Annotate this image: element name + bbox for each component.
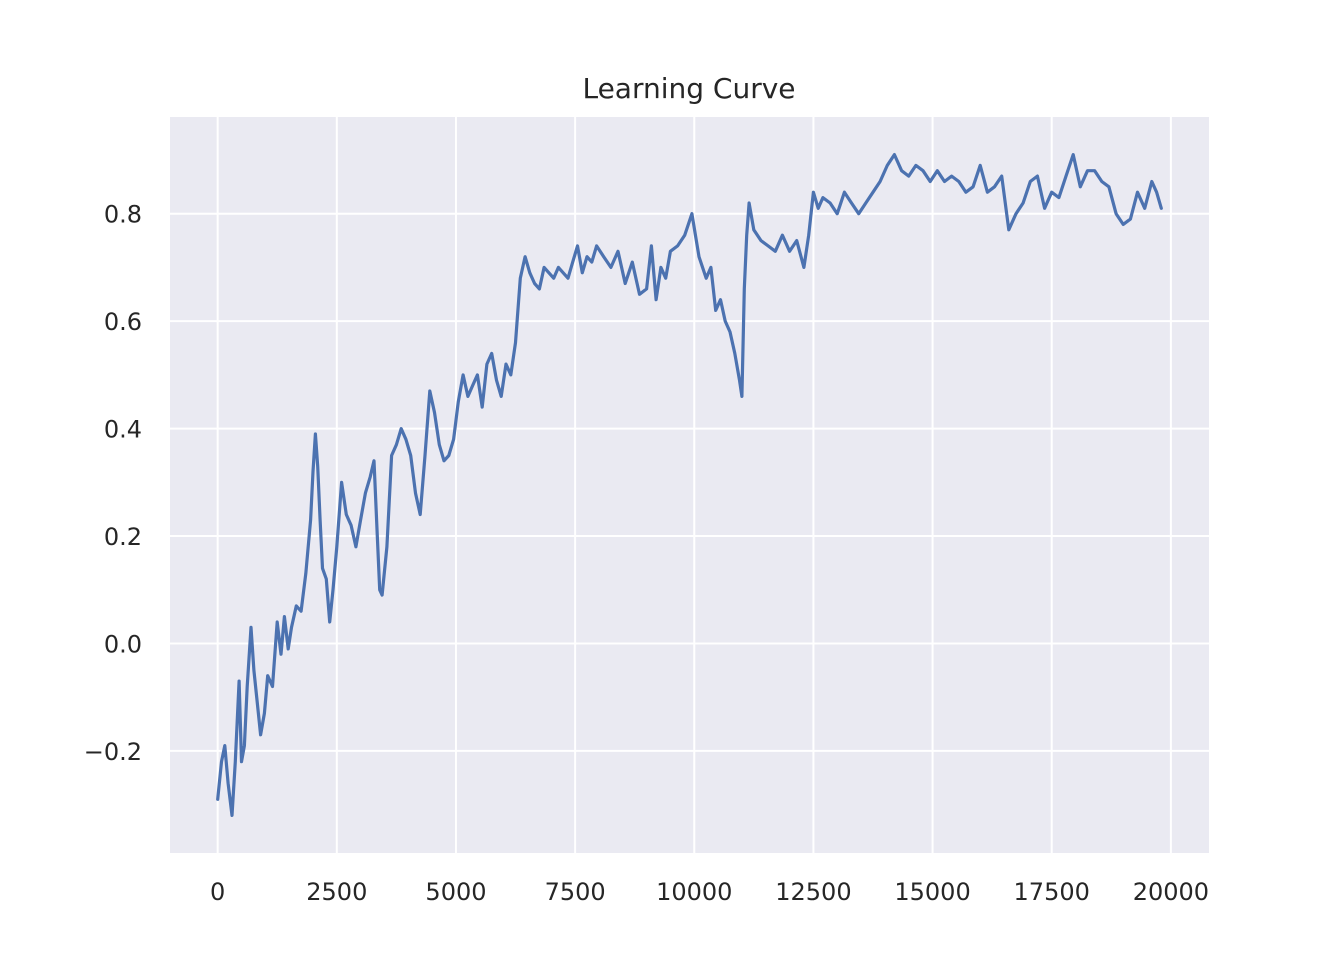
x-tick-labels: 0 2500 5000 7500 10000 12500 15000 17500 20000 — [210, 878, 1209, 906]
plot-background — [170, 117, 1209, 853]
y-tick-label: 0.2 — [104, 523, 142, 551]
x-tick-label: 15000 — [894, 878, 970, 906]
y-tick-label: −0.2 — [84, 738, 142, 766]
y-tick-label: 0.8 — [104, 201, 142, 229]
x-tick-label: 5000 — [425, 878, 486, 906]
y-tick-label: 0.0 — [104, 630, 142, 658]
x-tick-label: 2500 — [306, 878, 367, 906]
y-tick-labels: −0.2 0.0 0.2 0.4 0.6 0.8 — [84, 201, 142, 766]
x-tick-label: 12500 — [775, 878, 851, 906]
grid-lines — [170, 117, 1209, 853]
x-tick-label: 10000 — [656, 878, 732, 906]
x-tick-label: 17500 — [1014, 878, 1090, 906]
y-tick-label: 0.4 — [104, 416, 142, 444]
chart-title: Learning Curve — [582, 72, 795, 105]
x-tick-label: 0 — [210, 878, 225, 906]
x-tick-label: 20000 — [1133, 878, 1209, 906]
series-line — [216, 153, 1163, 817]
x-tick-label: 7500 — [545, 878, 606, 906]
y-tick-label: 0.6 — [104, 308, 142, 336]
